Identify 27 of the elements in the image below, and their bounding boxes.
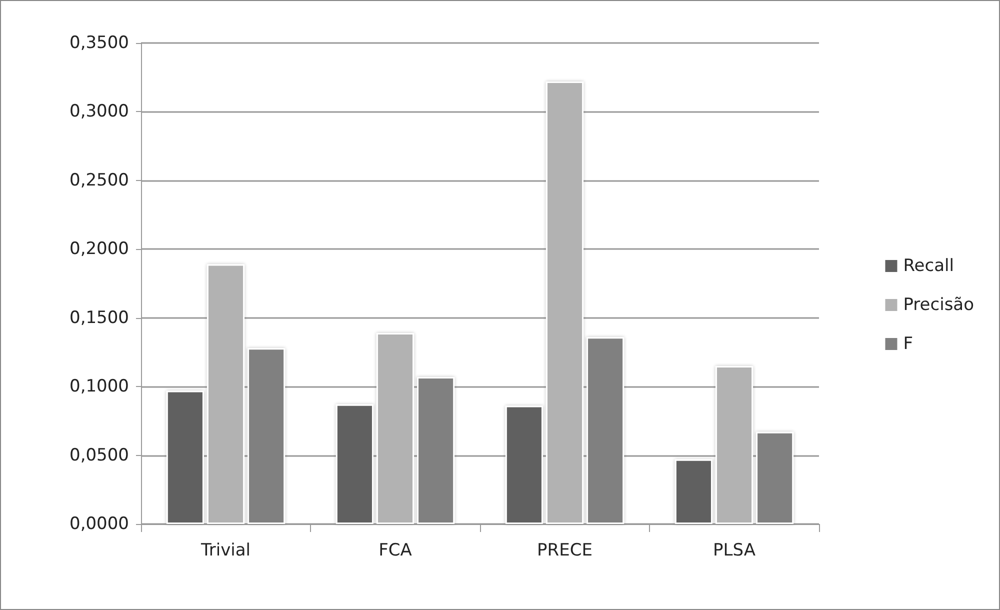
bar — [505, 406, 543, 524]
bar — [586, 337, 624, 524]
legend-label: Precisão — [903, 295, 974, 315]
y-tick-label: 0,3500 — [70, 33, 129, 53]
y-tick-label: 0,1000 — [70, 376, 129, 397]
x-tick-label: Trivial — [200, 540, 251, 560]
y-tick-label: 0,3000 — [70, 102, 129, 122]
bar — [248, 348, 286, 524]
bar — [336, 404, 374, 524]
bar — [756, 432, 794, 524]
y-tick-label: 0,2500 — [70, 170, 129, 190]
y-tick-label: 0,2000 — [70, 239, 129, 260]
bar — [206, 264, 245, 524]
bar — [417, 376, 455, 524]
x-tick-label: FCA — [378, 540, 412, 560]
bar — [674, 459, 712, 524]
y-tick-label: 0,0500 — [70, 445, 129, 466]
bar — [376, 332, 414, 524]
legend-label: F — [903, 334, 914, 354]
bar — [166, 390, 204, 524]
legend-label: Recall — [903, 256, 954, 276]
y-tick-label: 0,1500 — [70, 308, 129, 328]
x-tick-label: PRECE — [537, 540, 592, 560]
bar — [546, 81, 584, 524]
y-tick-label: 0,0000 — [70, 514, 129, 534]
bar — [715, 366, 754, 524]
x-tick-label: PLSA — [713, 540, 756, 560]
